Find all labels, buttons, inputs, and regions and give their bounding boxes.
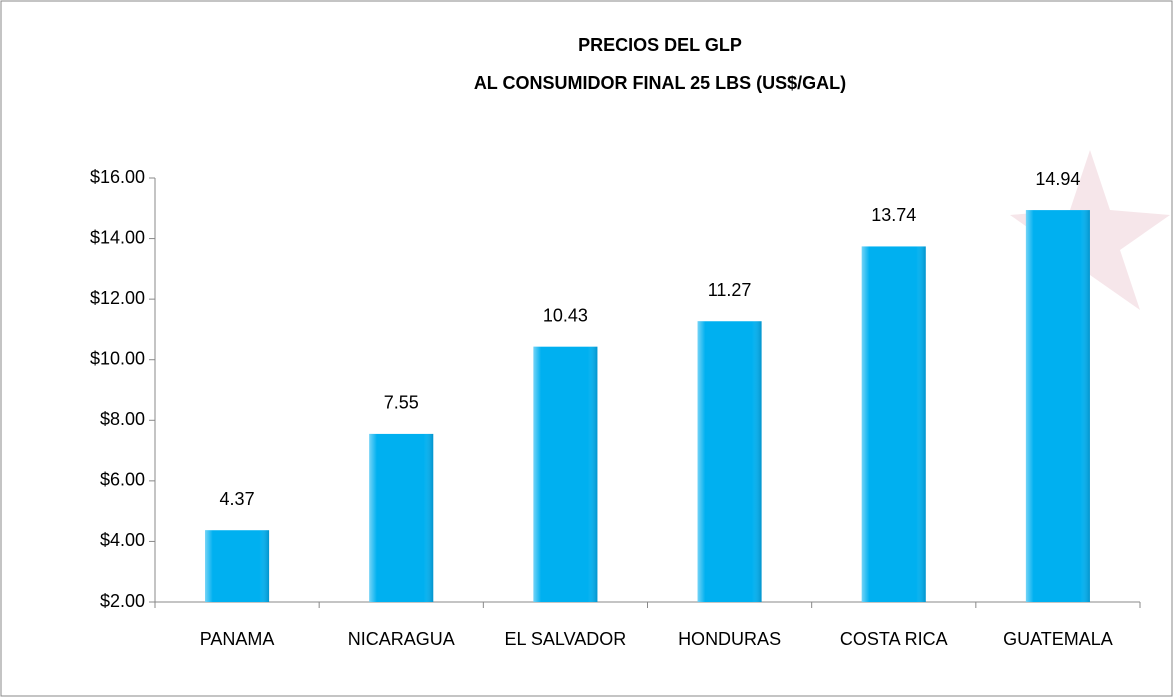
y-tick-label: $14.00 (90, 227, 145, 247)
value-label: 7.55 (384, 393, 419, 413)
value-label: 4.37 (220, 489, 255, 509)
x-tick-label: HONDURAS (678, 629, 781, 649)
y-tick-label: $8.00 (100, 409, 145, 429)
x-tick-label: COSTA RICA (840, 629, 948, 649)
y-tick-label: $12.00 (90, 288, 145, 308)
bar-shading (205, 530, 269, 602)
bar-shading (369, 434, 433, 602)
y-tick-label: $10.00 (90, 348, 145, 368)
bar-shading (1026, 210, 1090, 602)
value-label: 13.74 (871, 205, 916, 225)
x-tick-label: EL SALVADOR (505, 629, 627, 649)
value-label: 14.94 (1035, 169, 1080, 189)
page: PRECIOS DEL GLP AL CONSUMIDOR FINAL 25 L… (0, 0, 1174, 698)
y-tick-label: $6.00 (100, 470, 145, 490)
y-tick-label: $4.00 (100, 530, 145, 550)
chart-title: PRECIOS DEL GLP (578, 35, 742, 55)
x-tick-label: PANAMA (200, 629, 275, 649)
x-tick-label: GUATEMALA (1003, 629, 1113, 649)
y-tick-label: $2.00 (100, 591, 145, 611)
x-tick-label: NICARAGUA (348, 629, 455, 649)
bar-shading (862, 246, 926, 602)
chart-title: AL CONSUMIDOR FINAL 25 LBS (US$/GAL) (474, 73, 846, 93)
value-label: 10.43 (543, 305, 588, 325)
bar-shading (533, 347, 597, 602)
y-tick-label: $16.00 (90, 167, 145, 187)
bar-shading (698, 321, 762, 602)
value-label: 11.27 (708, 280, 752, 300)
chart: PRECIOS DEL GLP AL CONSUMIDOR FINAL 25 L… (0, 0, 1174, 698)
